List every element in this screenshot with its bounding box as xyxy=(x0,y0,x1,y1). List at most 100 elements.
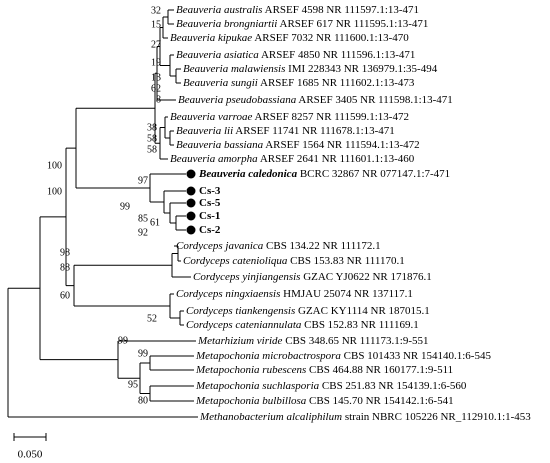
sample-marker xyxy=(186,225,196,235)
taxon-label: Cordyceps catenioliqua CBS 153.83 NR 111… xyxy=(183,255,405,267)
bootstrap-value: 61 xyxy=(150,217,160,228)
bootstrap-value: 13 xyxy=(151,72,161,83)
taxon-name: Cordyceps cateniannulata xyxy=(186,319,302,331)
accession: CBS 464.88 NR 160177.1:9-511 xyxy=(309,364,453,376)
accession: ARSEF 2641 NR 111601.1:13-460 xyxy=(260,153,415,165)
taxon-label: Beauveria caledonica BCRC 32867 NR 07714… xyxy=(198,168,450,180)
taxon-label: Cordyceps yinjiangensis GZAC YJ0622 NR 1… xyxy=(193,271,432,283)
bootstrap-value: 62 xyxy=(151,83,161,94)
accession: GZAC KY1114 NR 187015.1 xyxy=(298,305,430,317)
accession: ARSEF 4598 NR 111597.1:13-471 xyxy=(265,4,419,16)
bootstrap-value: 52 xyxy=(147,313,157,324)
taxon-name: Beauveria varroae xyxy=(170,111,252,123)
bootstrap-value: 99 xyxy=(118,335,128,346)
taxon-label: Beauveria kipukae ARSEF 7032 NR 111600.1… xyxy=(170,32,409,44)
scale-bar-label: 0.050 xyxy=(18,449,43,461)
accession: BCRC 32867 NR 077147.1:7-471 xyxy=(300,168,450,180)
taxon-name: Cs-2 xyxy=(199,224,221,236)
taxon-label: Beauveria sungii ARSEF 1685 NR 111602.1:… xyxy=(183,77,415,89)
accession: IMI 228343 NR 136979.1:35-494 xyxy=(288,63,438,75)
taxon-label: Beauveria amorpha ARSEF 2641 NR 111601.1… xyxy=(170,153,415,165)
taxon-label: Beauveria brongniartii ARSEF 617 NR 1115… xyxy=(176,18,428,30)
taxon-name: Beauveria amorpha xyxy=(170,153,258,165)
taxon-name: Cordyceps javanica xyxy=(176,240,264,252)
accession: GZAC YJ0622 NR 171876.1 xyxy=(303,271,432,283)
accession: strain NBRC 105226 NR_112910.1:1-453 xyxy=(345,411,531,423)
taxon-label: Metapochonia bulbillosa CBS 145.70 NR 15… xyxy=(195,395,454,407)
bootstrap-value: 38 xyxy=(147,122,157,133)
taxon-name: Metapochonia rubescens xyxy=(195,364,306,376)
taxon-name: Metapochonia suchlasporia xyxy=(195,380,320,392)
bootstrap-value: 8 xyxy=(156,94,161,105)
taxon-name: Beauveria malawiensis xyxy=(183,63,285,75)
sample-marker xyxy=(186,211,196,221)
accession: CBS 101433 NR 154140.1:6-545 xyxy=(344,350,492,362)
taxon-name: Beauveria brongniartii xyxy=(176,18,277,30)
taxon-label: Beauveria lii ARSEF 11741 NR 111678.1:13… xyxy=(176,125,395,137)
bootstrap-value: 60 xyxy=(60,290,70,301)
taxon-label: Beauveria pseudobassiana ARSEF 3405 NR 1… xyxy=(178,94,453,106)
bootstrap-value: 99 xyxy=(138,348,148,359)
bootstrap-value: 58 xyxy=(147,144,157,155)
taxon-label: Cs-1 xyxy=(199,210,220,222)
bootstrap-value: 15 xyxy=(151,19,161,30)
bootstrap-value: 99 xyxy=(120,201,130,212)
bootstrap-value: 100 xyxy=(47,186,62,197)
taxon-label: Cordyceps javanica CBS 134.22 NR 111172.… xyxy=(176,240,381,252)
taxon-name: Beauveria australis xyxy=(176,4,262,16)
taxon-name: Cordyceps catenioliqua xyxy=(183,255,288,267)
taxon-name: Cordyceps tiankengensis xyxy=(186,305,295,317)
accession: CBS 348.65 NR 111173.1:9-551 xyxy=(285,335,428,347)
bootstrap-value: 97 xyxy=(138,175,148,186)
taxon-name: Beauveria caledonica xyxy=(198,168,298,180)
bootstrap-value: 92 xyxy=(138,227,148,238)
taxon-name: Beauveria kipukae xyxy=(170,32,252,44)
taxon-name: Cs-1 xyxy=(199,210,220,222)
bootstrap-value: 32 xyxy=(151,5,161,16)
accession: ARSEF 1564 NR 111594.1:13-472 xyxy=(265,139,419,151)
bootstrap-value: 95 xyxy=(128,379,138,390)
taxon-name: Beauveria asiatica xyxy=(176,49,259,61)
taxon-label: Metapochonia suchlasporia CBS 251.83 NR … xyxy=(195,380,467,392)
accession: ARSEF 11741 NR 111678.1:13-471 xyxy=(235,125,395,137)
bootstrap-value: 58 xyxy=(147,133,157,144)
sample-marker xyxy=(186,186,196,196)
taxon-label: Methanobacterium alcaliphilum strain NBR… xyxy=(199,411,531,423)
taxon-name: Beauveria pseudobassiana xyxy=(178,94,297,106)
accession: CBS 251.83 NR 154139.1:6-560 xyxy=(322,380,467,392)
sample-marker xyxy=(186,169,196,179)
accession: ARSEF 8257 NR 111599.1:13-472 xyxy=(255,111,409,123)
sample-marker xyxy=(186,198,196,208)
taxon-name: Beauveria bassiana xyxy=(176,139,264,151)
taxon-name: Cordyceps yinjiangensis xyxy=(193,271,300,283)
bootstrap-value: 85 xyxy=(138,213,148,224)
accession: HMJAU 25074 NR 137117.1 xyxy=(283,288,413,300)
taxon-label: Cs-3 xyxy=(199,185,221,197)
accession: CBS 152.83 NR 111169.1 xyxy=(304,319,419,331)
taxon-name: Beauveria sungii xyxy=(183,77,258,89)
taxon-name: Beauveria lii xyxy=(176,125,233,137)
accession: CBS 134.22 NR 111172.1 xyxy=(266,240,381,252)
taxon-name: Metapochonia bulbillosa xyxy=(195,395,307,407)
taxon-name: Cordyceps ningxiaensis xyxy=(176,288,280,300)
taxon-label: Beauveria asiatica ARSEF 4850 NR 111596.… xyxy=(176,49,415,61)
taxon-name: Methanobacterium alcaliphilum xyxy=(199,411,342,423)
taxon-label: Cordyceps cateniannulata CBS 152.83 NR 1… xyxy=(186,319,419,331)
bootstrap-value: 27 xyxy=(151,39,161,50)
bootstrap-value: 88 xyxy=(60,262,70,273)
taxon-label: Metarhizium viride CBS 348.65 NR 111173.… xyxy=(197,335,429,347)
accession: CBS 145.70 NR 154142.1:6-541 xyxy=(309,395,454,407)
accession: CBS 153.83 NR 111170.1 xyxy=(290,255,405,267)
taxon-label: Cs-5 xyxy=(199,197,221,209)
accession: ARSEF 617 NR 111595.1:13-471 xyxy=(280,18,429,30)
taxon-label: Beauveria australis ARSEF 4598 NR 111597… xyxy=(176,4,419,16)
taxon-label: Beauveria malawiensis IMI 228343 NR 1369… xyxy=(183,63,438,75)
taxon-name: Cs-3 xyxy=(199,185,221,197)
taxon-name: Metarhizium viride xyxy=(197,335,283,347)
taxon-label: Metapochonia rubescens CBS 464.88 NR 160… xyxy=(195,364,453,376)
taxon-label: Cordyceps tiankengensis GZAC KY1114 NR 1… xyxy=(186,305,430,317)
taxon-label: Beauveria bassiana ARSEF 1564 NR 111594.… xyxy=(176,139,420,151)
taxon-name: Cs-5 xyxy=(199,197,221,209)
